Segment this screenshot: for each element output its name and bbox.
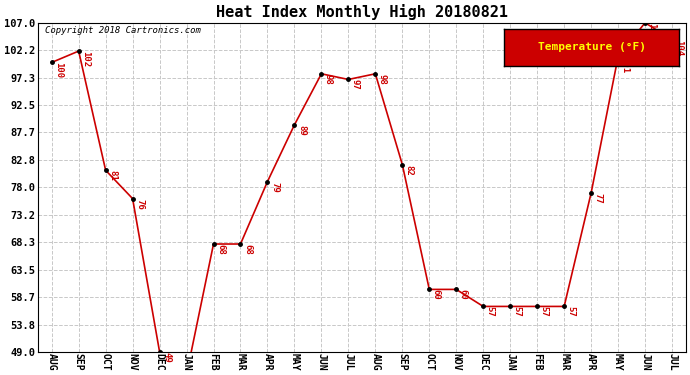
Text: 97: 97 — [351, 80, 359, 90]
Text: 68: 68 — [243, 244, 252, 255]
Text: 49: 49 — [162, 352, 171, 363]
Text: 60: 60 — [459, 290, 468, 300]
Text: 101: 101 — [620, 57, 629, 73]
Text: 89: 89 — [297, 125, 306, 136]
Text: 81: 81 — [108, 170, 117, 181]
Text: 98: 98 — [378, 74, 387, 84]
Text: 100: 100 — [54, 63, 63, 79]
Text: 60: 60 — [432, 290, 441, 300]
Title: Heat Index Monthly High 20180821: Heat Index Monthly High 20180821 — [216, 4, 508, 20]
Text: 98: 98 — [324, 74, 333, 84]
Text: 68: 68 — [216, 244, 225, 255]
Text: 57: 57 — [486, 306, 495, 317]
Text: 77: 77 — [593, 193, 602, 204]
Text: 57: 57 — [540, 306, 549, 317]
Text: 45: 45 — [0, 374, 1, 375]
Text: 102: 102 — [81, 51, 90, 67]
Text: 107: 107 — [647, 23, 656, 39]
Text: 79: 79 — [270, 182, 279, 192]
Text: 57: 57 — [513, 306, 522, 317]
Text: 76: 76 — [135, 199, 144, 209]
Text: 57: 57 — [566, 306, 575, 317]
Text: 104: 104 — [675, 40, 684, 56]
Text: 82: 82 — [405, 165, 414, 176]
Text: Copyright 2018 Cartronics.com: Copyright 2018 Cartronics.com — [45, 26, 201, 35]
